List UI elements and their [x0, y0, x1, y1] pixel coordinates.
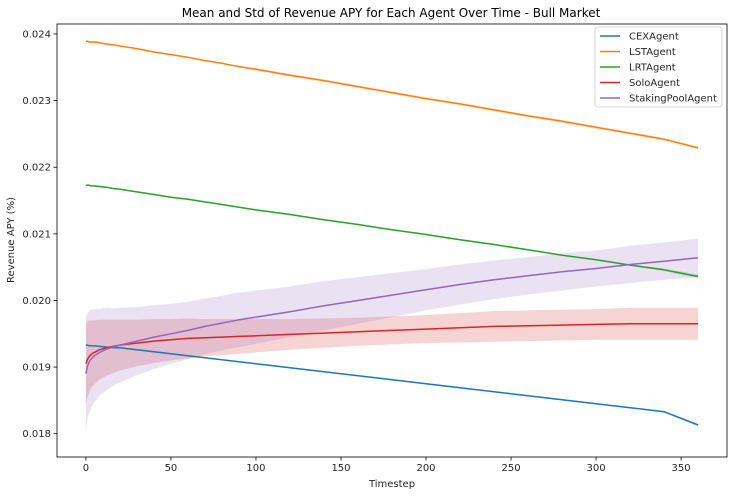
- x-tick-label: 0: [83, 463, 89, 474]
- series-line-lstagent: [85, 40, 699, 149]
- x-tick-label: 200: [416, 463, 435, 474]
- y-tick-label: 0.022: [22, 163, 51, 174]
- mean-lines: [85, 40, 699, 426]
- x-axis-label: Timestep: [368, 479, 415, 490]
- y-tick-label: 0.024: [22, 29, 51, 40]
- x-tick-label: 300: [587, 463, 606, 474]
- x-tick-label: 250: [501, 463, 520, 474]
- series-line-cexagent: [85, 344, 699, 426]
- series-line-soloagent: [85, 323, 699, 364]
- y-axis-ticks: 0.018 0.019 0.020 0.021 0.022 0.023 0.024: [22, 29, 57, 440]
- legend-label-soloagent: SoloAgent: [629, 78, 680, 89]
- y-axis-label: Revenue APY (%): [6, 197, 17, 283]
- y-tick-label: 0.023: [22, 96, 51, 107]
- x-tick-label: 50: [165, 463, 178, 474]
- y-tick-label: 0.019: [22, 363, 51, 374]
- chart-title: Mean and Std of Revenue APY for Each Age…: [182, 6, 601, 20]
- legend-label-stakingpoolagent: StakingPoolAgent: [629, 94, 717, 105]
- y-tick-label: 0.020: [22, 296, 51, 307]
- legend-frame: [594, 26, 723, 108]
- y-tick-label: 0.021: [22, 229, 51, 240]
- series-line-lrtagent: [85, 184, 699, 278]
- plot-frame: [56, 23, 728, 458]
- legend: CEXAgent LSTAgent LRTAgent SoloAgent Staking…: [594, 26, 723, 108]
- legend-label-lrtagent: LRTAgent: [629, 63, 676, 74]
- y-tick-label: 0.018: [22, 429, 51, 440]
- legend-label-cexagent: CEXAgent: [629, 32, 679, 43]
- x-tick-label: 100: [246, 463, 265, 474]
- x-axis-ticks: 0 50 100 150 200 250 300 350: [83, 457, 691, 474]
- std-band-stakingpoolagent: [85, 238, 699, 431]
- x-tick-label: 150: [331, 463, 350, 474]
- x-tick-label: 350: [672, 463, 691, 474]
- legend-label-lstagent: LSTAgent: [629, 47, 676, 58]
- series-line-stakingpoolagent: [85, 257, 699, 374]
- std-band-soloagent: [85, 307, 699, 404]
